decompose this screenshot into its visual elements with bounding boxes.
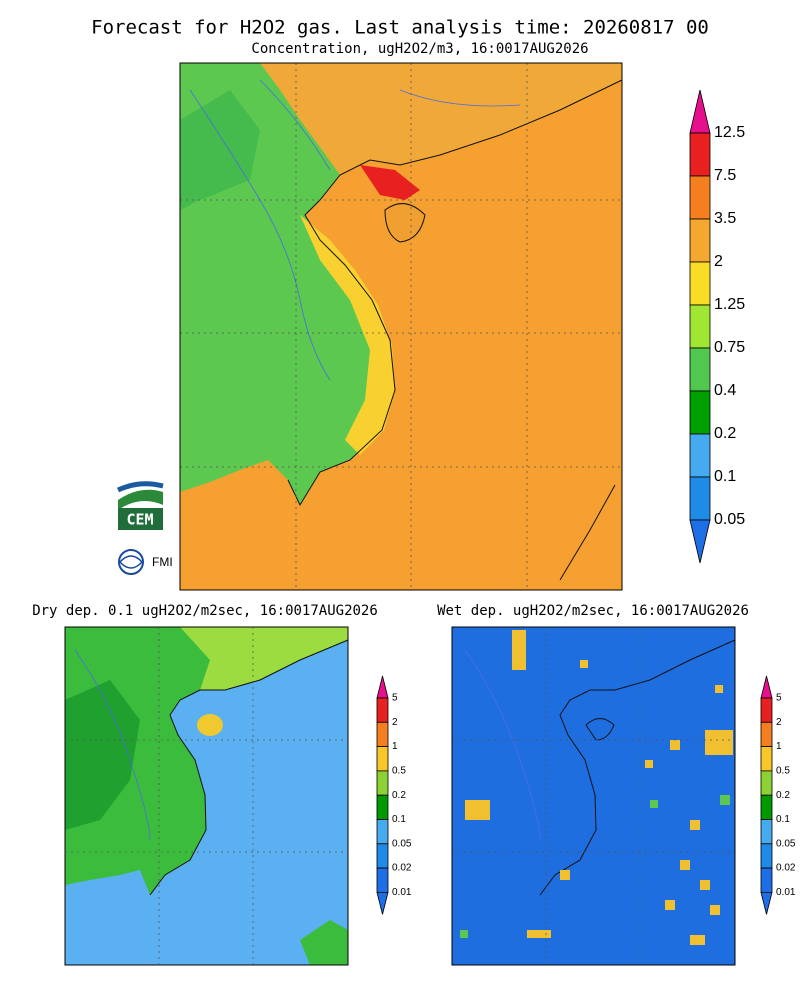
colorbar-segment (689, 175, 711, 220)
colorbar-label: 0.2 (714, 425, 736, 442)
colorbar-label: 0.01 (776, 887, 796, 898)
fmi-logo: FMI (118, 549, 173, 575)
colorbar-arrow (689, 89, 711, 134)
colorbar-label: 2 (776, 717, 782, 728)
subtitle: Concentration, ugH2O2/m3, 16:0017AUG2026 (251, 41, 588, 57)
colorbar-segment (376, 697, 389, 723)
colorbar-segment (689, 347, 711, 392)
colorbar-segment (760, 721, 773, 747)
colorbar-label: 3.5 (714, 210, 736, 227)
colorbar-label: 5 (776, 693, 782, 704)
colorbar-segment (376, 867, 389, 893)
fmi-label: FMI (152, 555, 173, 569)
colorbar-segment (376, 746, 389, 772)
colorbar-label: 1 (776, 741, 782, 752)
colorbar-segment (689, 433, 711, 478)
colorbars: 12.5 7.5 3.5 2 1.25 0.75 0.4 0.2 0.1 0.05 5 2 1 0.5 0.… (376, 89, 796, 915)
colorbar-label: 5 (392, 693, 398, 704)
colorbar-segment (760, 843, 773, 869)
main-map (179, 62, 623, 591)
colorbar-segment (689, 390, 711, 435)
colorbar-label: 0.1 (776, 814, 790, 825)
colorbar-arrow (376, 892, 389, 915)
colorbar-label: 0.75 (714, 339, 745, 356)
colorbar-label: 0.4 (714, 382, 736, 399)
colorbar-label: 2 (392, 717, 398, 728)
title: Forecast for H2O2 gas. Last analysis tim… (91, 17, 709, 39)
cem-label: CEM (126, 511, 153, 529)
colorbar-label: 7.5 (714, 167, 736, 184)
colorbar-segment (376, 819, 389, 845)
colorbar-label: 1.25 (714, 296, 745, 313)
cem-logo: CEM (116, 481, 164, 530)
colorbar-label: 0.2 (392, 790, 406, 801)
wet-map (451, 626, 736, 966)
colorbar-label: 0.02 (776, 863, 796, 874)
colorbar-arrow (689, 519, 711, 564)
colorbar-arrow (376, 675, 389, 699)
colorbar-segment (760, 867, 773, 893)
colorbar-arrow (760, 675, 773, 699)
colorbar-label: 0.1 (714, 468, 736, 485)
panel-title: Wet dep. ugH2O2/m2sec, 16:0017AUG2026 (437, 603, 749, 619)
colorbar-segment (760, 697, 773, 723)
colorbar-label: 0.02 (392, 863, 412, 874)
colorbar-segment (376, 794, 389, 820)
colorbar-segment (760, 746, 773, 772)
colorbar-label: 0.1 (392, 814, 406, 825)
colorbar-segment (760, 819, 773, 845)
colorbar-segment (760, 794, 773, 820)
colorbar-segment (689, 261, 711, 306)
colorbar-label: 0.05 (776, 838, 796, 849)
colorbar-label: 0.5 (776, 766, 790, 777)
colorbar-label: 12.5 (714, 124, 745, 141)
colorbar-segment (689, 218, 711, 263)
colorbar-segment (689, 304, 711, 349)
colorbar-segment (376, 770, 389, 796)
dry-map (64, 626, 349, 966)
colorbar-segment (760, 770, 773, 796)
colorbar-segment (376, 721, 389, 747)
colorbar-label: 0.05 (714, 511, 745, 528)
colorbar-label: 0.01 (392, 887, 412, 898)
colorbar-label: 1 (392, 741, 398, 752)
panel-title: Dry dep. 0.1 ugH2O2/m2sec, 16:0017AUG202… (32, 603, 378, 619)
colorbar-label: 0.2 (776, 790, 790, 801)
colorbar-segment (376, 843, 389, 869)
colorbar-label: 0.05 (392, 838, 412, 849)
colorbar-segment (689, 132, 711, 177)
colorbar-arrow (760, 892, 773, 915)
colorbar-segment (689, 476, 711, 521)
colorbar-label: 2 (714, 253, 723, 270)
colorbar-label: 0.5 (392, 766, 406, 777)
